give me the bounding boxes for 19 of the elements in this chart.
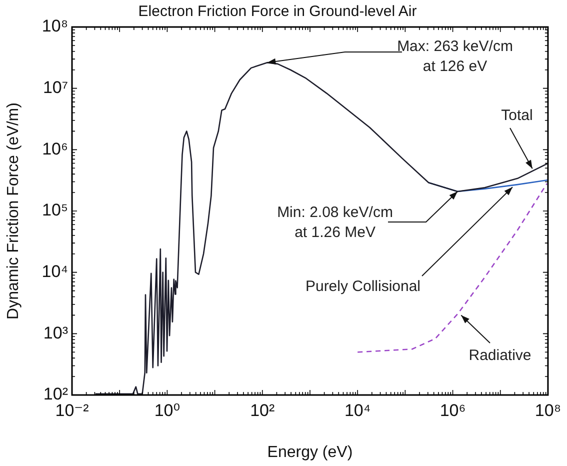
y-tick-label: 10⁶: [42, 139, 68, 158]
y-tick-label: 10⁷: [42, 78, 68, 98]
annotation: Max: 263 keV/cm at 126 eV: [397, 38, 513, 76]
x-tick-label: 10⁸: [534, 400, 562, 420]
y-tick-label: 10³: [43, 323, 68, 342]
x-tick-label: 10⁶: [440, 400, 466, 420]
y-tick-label: 10⁸: [42, 16, 68, 36]
annotation: Purely Collisional: [305, 278, 421, 296]
x-tick-label: 10⁴: [344, 400, 371, 420]
y-tick-label: 10⁵: [42, 200, 68, 220]
annotation: Radiative: [468, 347, 532, 364]
x-axis-title: Energy (eV): [267, 444, 353, 461]
x-tick-label: 10⁰: [154, 400, 180, 420]
y-axis-title: Dynamic Friction Force (eV/m): [5, 102, 22, 320]
y-tick-label: 10⁴: [42, 262, 68, 282]
x-tick-label: 10²: [250, 400, 276, 420]
chart-title: Electron Friction Force in Ground-level Air: [138, 3, 417, 20]
annotation: Min: 2.08 keV/cm at 1.26 MeV: [277, 204, 393, 242]
annotation: Total: [501, 107, 533, 124]
